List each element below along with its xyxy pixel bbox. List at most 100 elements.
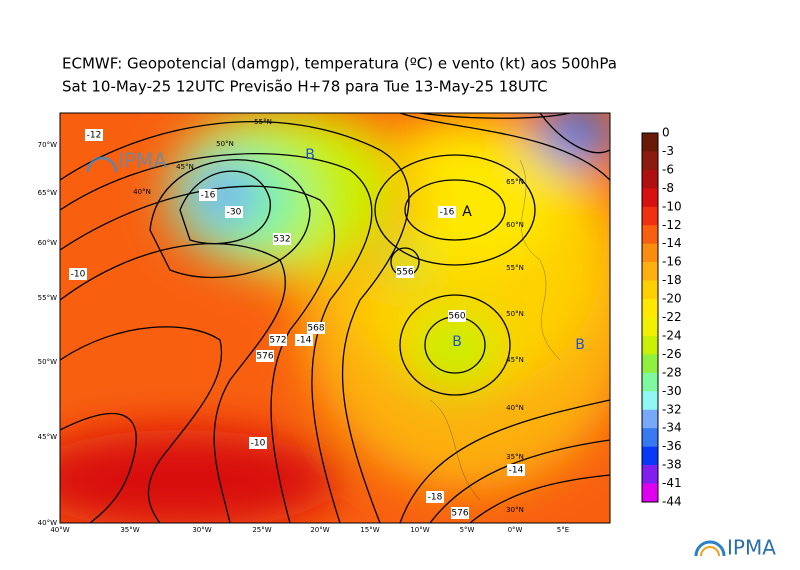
- colorbar-box: [642, 151, 658, 171]
- contour-label-bg: [396, 266, 414, 278]
- contour-label-bg: [69, 268, 87, 280]
- contour-label: -14: [509, 466, 524, 476]
- colorbar-label: -22: [662, 310, 682, 324]
- contour-label-bg: [438, 206, 456, 218]
- lat-label: 65°W: [38, 189, 57, 197]
- colorbar-frame: [641, 132, 659, 503]
- colorbar-label: -32: [662, 402, 682, 416]
- colorbar-box: [642, 299, 658, 318]
- contour-label: -12: [87, 131, 102, 141]
- colorbar-box: [642, 280, 658, 300]
- contour-label-bg: [269, 334, 287, 346]
- grid-label: 35°N: [506, 453, 524, 461]
- contour-label: 568: [307, 324, 324, 334]
- contour-label-bg: [225, 206, 243, 218]
- contour-label: 532: [273, 235, 290, 245]
- contour-label: 576: [451, 509, 468, 519]
- lon-label: 0°W: [508, 526, 523, 534]
- colorbar-box: [642, 133, 658, 152]
- lon-label: 5°W: [460, 526, 475, 534]
- contour-label-bg: [448, 310, 466, 322]
- logo-footer: IPMA: [694, 536, 776, 560]
- colorbar-label: -10: [662, 199, 682, 213]
- contour-label: -10: [71, 270, 86, 280]
- contour-label: -14: [297, 336, 312, 346]
- contour-label-bg: [307, 322, 325, 334]
- grid-label: 40°N: [133, 188, 151, 196]
- colorbar-label: -6: [662, 162, 674, 176]
- pressure-center: B: [575, 337, 585, 353]
- colorbar-label: -12: [662, 218, 682, 232]
- map-frame: [59, 112, 611, 524]
- contour-label-bg: [507, 464, 525, 476]
- lon-label: 25°W: [252, 526, 271, 534]
- pressure-center: B: [305, 147, 315, 163]
- contour-label: -10: [251, 439, 266, 449]
- colorbar-label: -34: [662, 421, 682, 435]
- colorbar-label: 0: [662, 126, 670, 140]
- contour-label-bg: [85, 129, 103, 141]
- colorbar-box: [642, 243, 658, 263]
- lat-label: 45°W: [38, 433, 57, 441]
- colorbar-box: [642, 483, 658, 503]
- contour-label: -16: [201, 191, 216, 201]
- colorbar-label: -26: [662, 347, 682, 361]
- colorbar-label: -36: [662, 439, 682, 453]
- lon-label: 15°W: [360, 526, 379, 534]
- contour-label-bg: [273, 233, 291, 245]
- lon-label: 10°W: [410, 526, 429, 534]
- grid-label: 45°N: [176, 163, 194, 171]
- colorbar-box: [642, 354, 658, 374]
- colorbar-box: [642, 391, 658, 411]
- grid-label: 45°N: [506, 356, 524, 364]
- colorbar-label: -20: [662, 292, 682, 306]
- colorbar-label: -3: [662, 144, 674, 158]
- colorbar-label: -30: [662, 384, 682, 398]
- grid-label: 30°N: [506, 506, 524, 514]
- contour-label: -18: [428, 493, 443, 503]
- grid-label: 50°N: [506, 310, 524, 318]
- colorbar-box: [642, 317, 658, 337]
- lat-label: 50°W: [38, 358, 57, 366]
- colorbar-label: -28: [662, 365, 682, 379]
- title: ECMWF: Geopotencial (damgp), temperatura…: [62, 55, 617, 73]
- colorbar-label: -41: [662, 476, 682, 490]
- lat-label: 70°W: [38, 141, 57, 149]
- contour-label-bg: [295, 334, 313, 346]
- lat-label: 60°W: [38, 239, 57, 247]
- colorbar-box: [642, 262, 658, 281]
- lon-label: 30°W: [192, 526, 211, 534]
- logo-map: IPMA: [86, 149, 167, 173]
- grid-label: 55°N: [506, 264, 524, 272]
- colorbar-box: [642, 446, 658, 466]
- contour-label-bg: [249, 437, 267, 449]
- colorbar-label: -44: [662, 495, 682, 509]
- logo-text: IPMA: [727, 536, 776, 560]
- lon-label: 5°E: [557, 526, 569, 534]
- contour-label-bg: [256, 350, 274, 362]
- colorbar-box: [642, 335, 658, 355]
- contour-label-bg: [426, 491, 444, 503]
- grid-label: 50°N: [216, 140, 234, 148]
- lon-label: 20°W: [310, 526, 329, 534]
- colorbar-box: [642, 225, 658, 244]
- grid-label: 60°N: [506, 221, 524, 229]
- contour-label-bg: [451, 507, 469, 519]
- colorbar-label: -24: [662, 328, 682, 342]
- grid-label: 55°N: [254, 118, 272, 126]
- pressure-center: B: [452, 334, 462, 350]
- contour-label-bg: [199, 189, 217, 201]
- logo-text: IPMA: [118, 149, 167, 173]
- contour-label: 572: [269, 336, 286, 346]
- grid-label: 65°N: [506, 178, 524, 186]
- contour-label: 560: [448, 312, 465, 322]
- colorbar-box: [642, 206, 658, 226]
- contour-label: 556: [396, 268, 413, 278]
- lat-label: 40°W: [38, 519, 57, 527]
- colorbar-box: [642, 465, 658, 484]
- colorbar-label: -16: [662, 255, 682, 269]
- contour-label: -30: [227, 208, 242, 218]
- colorbar-label: -14: [662, 236, 682, 250]
- colorbar: 0 -3 -6 -8 -10 -12 -14 -16 -18 -20 -22 -24 -26 -28 -30…: [641, 126, 682, 509]
